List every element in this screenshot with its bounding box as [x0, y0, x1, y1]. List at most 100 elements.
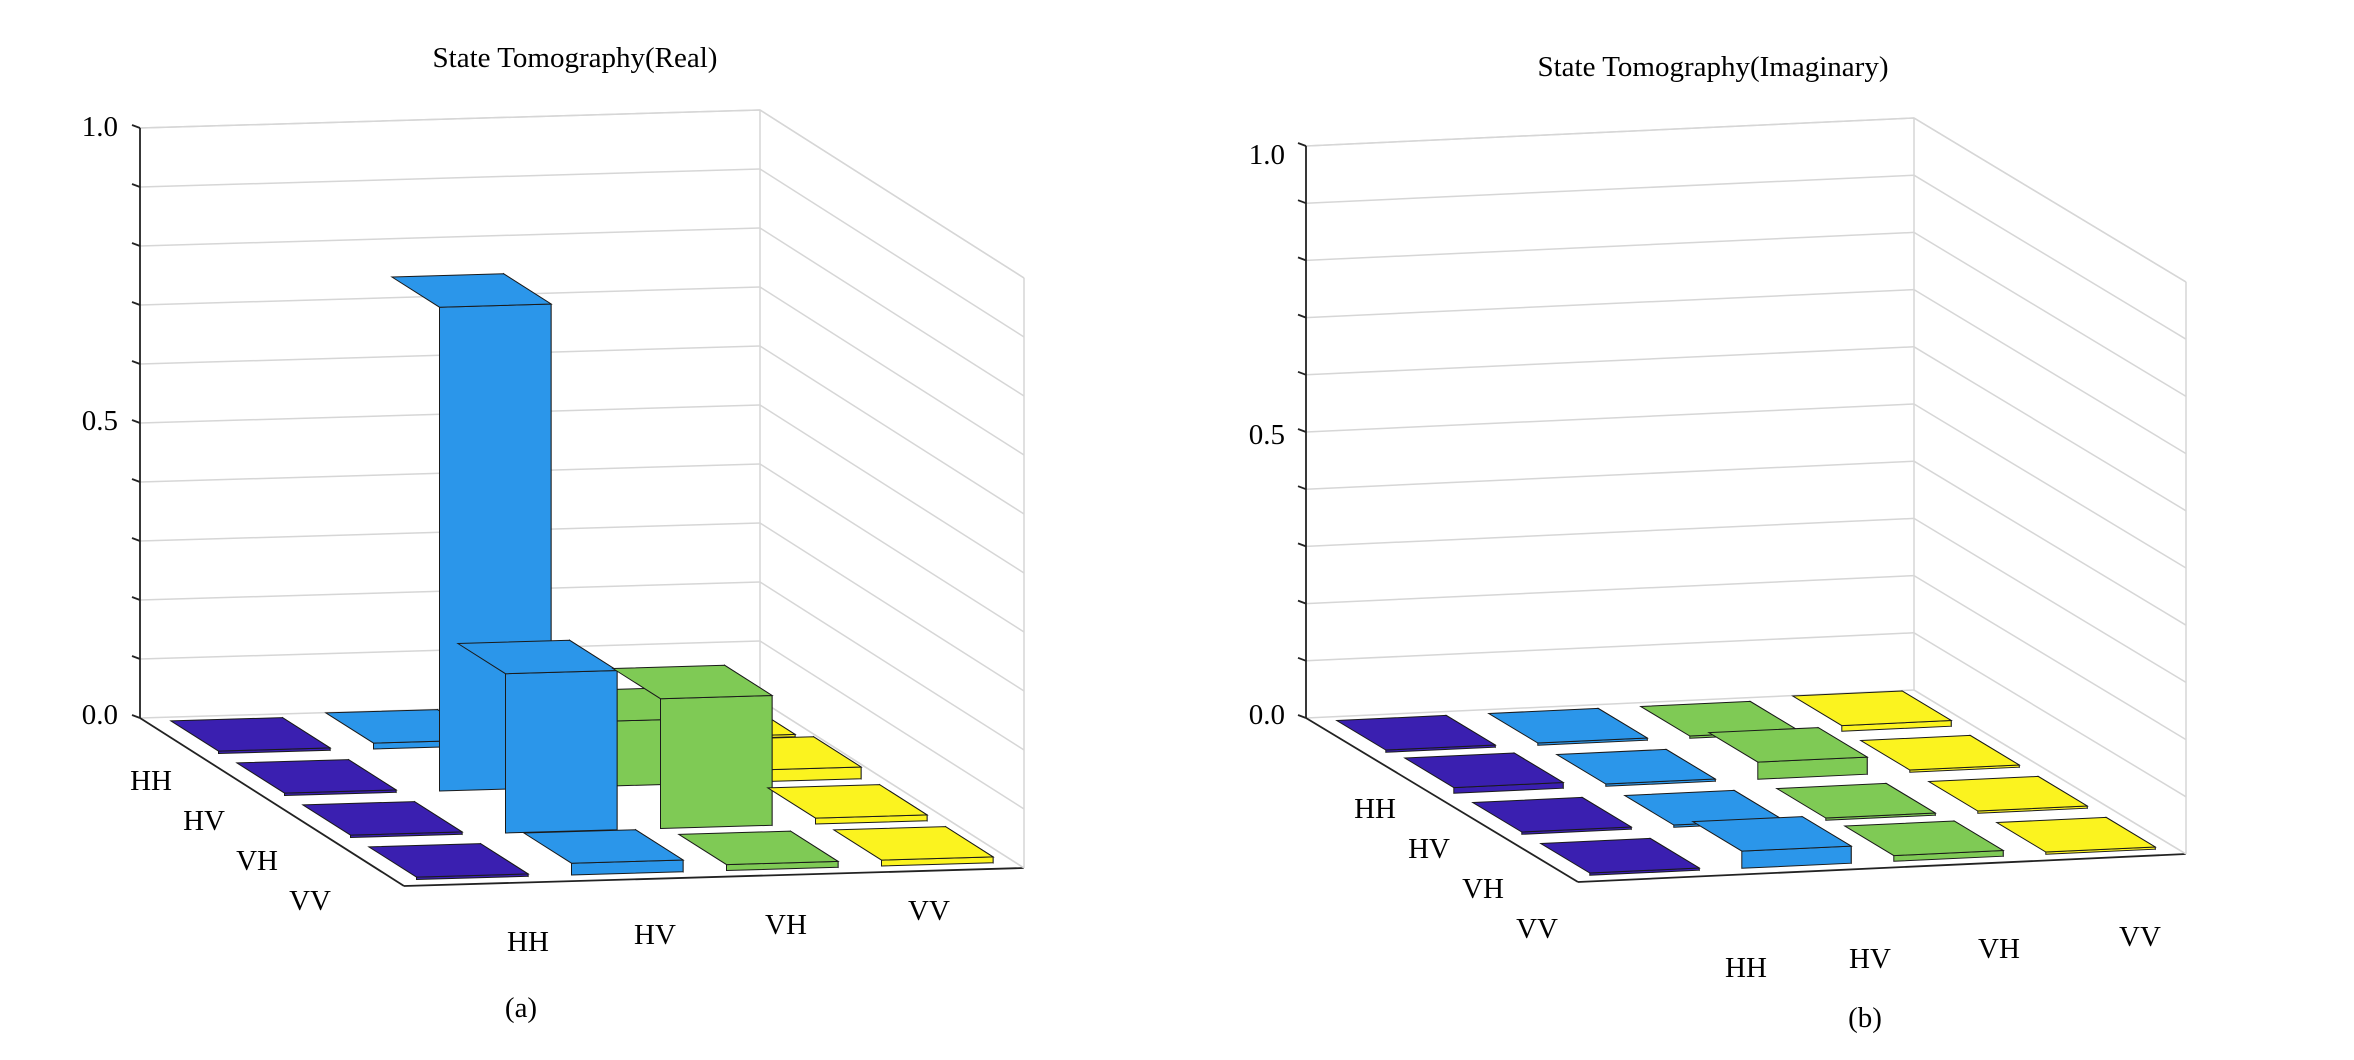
bar-top-face: [169, 717, 332, 752]
gridline-side: [759, 463, 1025, 633]
bar-VV-HH: [367, 842, 530, 881]
panel-imaginary-caption: (b): [1848, 1002, 1882, 1034]
bar-HV-HH: [1403, 752, 1565, 794]
panel-imaginary-col-label: VV: [2119, 921, 2161, 953]
bar-top-face: [1707, 727, 1869, 763]
bar-VV-VV: [832, 825, 995, 867]
bar-top-face: [1791, 690, 1953, 727]
panel-real-row-label: HH: [130, 765, 172, 797]
panel-real-grid: [131, 109, 1025, 887]
bar-VV-HH: [1539, 837, 1701, 876]
z-tick: [1297, 370, 1307, 376]
z-tick: [131, 596, 141, 601]
gridline-side: [759, 345, 1025, 515]
bar-top-face: [1691, 816, 1853, 852]
panel-real-col-label: VH: [765, 909, 807, 941]
gridline-back: [1305, 288, 1915, 319]
gridline-side: [759, 168, 1025, 338]
gridline-side: [1913, 574, 2187, 741]
gridline-back: [1305, 403, 1915, 433]
bar-VH-HV: [456, 639, 619, 834]
gridline-side: [1913, 460, 2187, 626]
panel-real: State Tomography(Real) (a) 0.0 0.5 1.0 H…: [82, 42, 1025, 1024]
z-tick: [131, 183, 141, 188]
bar-top-face: [1555, 748, 1717, 785]
gridline-side: [759, 522, 1025, 692]
z-tick: [1297, 142, 1307, 147]
z-tick: [1297, 542, 1307, 548]
z-tick: [1297, 485, 1307, 491]
bar-VV-VH: [1843, 820, 2005, 862]
gridline-back: [1305, 346, 1915, 376]
bar-top-face: [611, 664, 774, 700]
panel-real-ztick-2: 1.0: [82, 111, 118, 143]
bar-top-face: [1487, 707, 1649, 744]
panel-imaginary-col-label: HH: [1725, 952, 1767, 984]
bar-top-face: [1539, 837, 1701, 874]
bar-HH-VV: [1791, 690, 1953, 732]
bar-top-face: [235, 759, 398, 794]
panel-imaginary-row-label: HV: [1408, 833, 1450, 865]
gridline-back: [1305, 517, 1915, 548]
panel-real-ztick-0: 0.0: [82, 699, 118, 731]
panel-imaginary-row-label: VV: [1516, 913, 1558, 945]
gridline-side: [759, 640, 1025, 810]
bar-VH-VH: [611, 664, 774, 830]
z-tick: [131, 419, 141, 424]
bar-top-face: [766, 784, 929, 819]
floor-edge: [1913, 689, 2187, 855]
bar-top-face: [1859, 734, 2021, 771]
bar-HV-HH: [235, 758, 398, 797]
gridline-side: [1913, 403, 2187, 569]
bar-top-face: [367, 843, 530, 878]
bar-top-face: [677, 830, 840, 866]
bar-top-face: [1843, 820, 2005, 857]
row-axis: [1305, 717, 1579, 883]
bar-HH-HV: [1487, 707, 1649, 746]
bar-HV-VH: [1707, 726, 1869, 780]
panel-imaginary-row-label: VH: [1462, 873, 1504, 905]
panel-real-title: State Tomography(Real): [433, 42, 718, 74]
bar-VH-VV: [766, 783, 929, 825]
gridline-side: [1913, 174, 2187, 340]
panel-real-row-label: VH: [236, 845, 278, 877]
z-tick: [1297, 256, 1307, 262]
panel-imaginary-ztick-1: 0.5: [1249, 419, 1285, 451]
bar-HH-HH: [169, 716, 332, 755]
bar-VV-VV: [1995, 816, 2157, 855]
gridline-back: [1305, 574, 1915, 605]
z-tick: [131, 478, 141, 483]
wall-top-edge: [1305, 117, 2187, 283]
gridline-side: [759, 581, 1025, 751]
bar-top-face: [1775, 782, 1937, 819]
panel-imaginary-grid: [1297, 117, 2187, 883]
bar-top-face: [832, 826, 995, 861]
bar-front-face: [505, 669, 618, 834]
bar-top-face: [1403, 752, 1565, 789]
z-tick: [131, 360, 141, 365]
gridline-side: [1913, 231, 2187, 398]
panel-imaginary-title: State Tomography(Imaginary): [1538, 51, 1889, 83]
bar-VV-HV: [1691, 815, 1853, 869]
z-tick: [1297, 313, 1307, 319]
panel-real-ztick-1: 0.5: [82, 405, 118, 437]
col-axis: [1577, 853, 2187, 883]
gridline-side: [759, 286, 1025, 456]
bar-HV-VV: [1859, 734, 2021, 773]
bar-top-face: [1995, 816, 2157, 853]
bar-top-face: [522, 829, 685, 864]
panel-imaginary-bars: [1335, 690, 2157, 876]
panel-imaginary-row-label: HH: [1354, 793, 1396, 825]
z-tick: [1297, 599, 1307, 605]
gridline-side: [759, 227, 1025, 397]
z-tick: [131, 301, 141, 306]
panel-real-col-label: HV: [634, 919, 676, 951]
gridline-back: [1305, 174, 1915, 204]
gridline-back: [1305, 460, 1915, 490]
col-axis: [403, 867, 1025, 887]
panel-imaginary-col-label: HV: [1849, 943, 1891, 975]
panel-real-row-label: VV: [289, 885, 331, 917]
bar-VV-VH: [677, 830, 840, 872]
z-tick: [131, 124, 141, 129]
